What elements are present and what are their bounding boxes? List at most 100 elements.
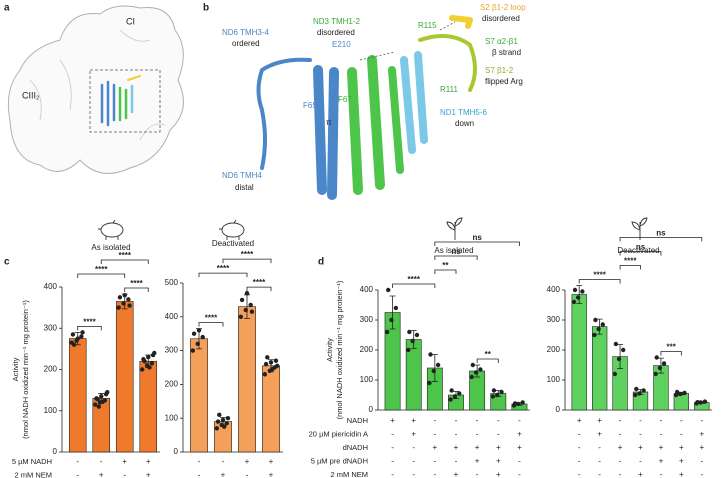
data-point <box>600 322 605 327</box>
y-tick-label: 0 <box>174 447 179 456</box>
condition-sign: + <box>411 416 416 425</box>
data-point <box>499 389 504 395</box>
condition-sign: + <box>146 457 151 466</box>
condition-sign: - <box>100 457 103 466</box>
condition-sign: + <box>496 457 501 466</box>
condition-sign: - <box>497 416 500 425</box>
data-point <box>93 402 98 407</box>
data-point <box>427 380 432 386</box>
condition-sign: - <box>123 471 126 478</box>
condition-sign: - <box>598 443 601 452</box>
condition-sign: - <box>518 470 521 478</box>
condition-sign: + <box>390 416 395 425</box>
data-point <box>249 309 255 314</box>
data-point <box>274 363 280 369</box>
condition-sign: + <box>597 416 602 425</box>
significance-bracket <box>434 269 457 274</box>
complex-label: CIII₂ <box>22 90 40 100</box>
data-point <box>215 419 221 424</box>
significance-label: ns <box>656 229 666 238</box>
condition-sign: - <box>391 470 394 478</box>
data-point <box>96 404 102 409</box>
data-point <box>270 366 275 372</box>
chart-title: Deactivated <box>212 239 254 248</box>
bar <box>190 338 208 453</box>
significance-label: **** <box>205 314 218 323</box>
data-point <box>239 297 245 303</box>
y-tick-label: 400 <box>547 285 561 294</box>
condition-sign: + <box>122 457 127 466</box>
error-bar <box>576 285 583 304</box>
significance-bracket <box>124 287 149 293</box>
data-point <box>512 401 518 406</box>
condition-sign: - <box>434 470 437 478</box>
data-point <box>224 421 229 426</box>
condition-sign: + <box>269 457 274 466</box>
data-point <box>661 361 667 366</box>
structure-label: ND3 TMH1-2 <box>313 17 361 26</box>
y-tick-label: 400 <box>165 312 179 321</box>
data-point <box>142 359 147 364</box>
condition-sign: + <box>221 471 226 478</box>
condition-sign: - <box>434 457 437 466</box>
y-axis-label: Activity <box>11 357 20 381</box>
residue-label: F67 <box>338 95 352 104</box>
data-point <box>122 293 127 298</box>
significance-bracket <box>660 351 682 356</box>
data-point <box>695 400 700 405</box>
chart-title: As isolated <box>434 246 473 255</box>
significance-label: ** <box>485 350 492 359</box>
data-point <box>243 307 248 313</box>
condition-sign: + <box>699 430 704 439</box>
data-point <box>105 389 110 395</box>
data-point <box>147 365 152 370</box>
residue-label: π <box>326 118 332 127</box>
data-point <box>80 330 85 335</box>
significance-bracket <box>77 273 126 279</box>
residue-label: R111 <box>440 85 458 94</box>
y-tick-label: 100 <box>547 375 561 384</box>
significance-bracket <box>77 325 102 331</box>
data-point <box>200 334 205 340</box>
y-tick-label: 500 <box>165 278 179 287</box>
significance-label: **** <box>130 279 143 288</box>
data-point <box>222 424 227 429</box>
data-point <box>435 362 441 368</box>
structure <box>256 15 477 200</box>
error-bar <box>389 295 396 330</box>
structure-label: flipped Arg <box>485 77 523 86</box>
data-point <box>140 367 145 372</box>
data-point <box>389 317 394 323</box>
y-tick-label: 300 <box>44 323 58 332</box>
data-point <box>674 389 680 395</box>
data-point <box>248 302 253 308</box>
structure-label: S7 α2-β1 <box>485 37 518 46</box>
y-tick-label: 400 <box>360 285 374 294</box>
data-point <box>238 314 244 319</box>
residue-label: R115 <box>418 21 437 30</box>
condition-sign: + <box>679 443 684 452</box>
structure-label: S2 β1-2 loop <box>480 3 526 12</box>
significance-bracket <box>619 265 641 270</box>
significance-bracket <box>100 259 149 265</box>
data-point <box>702 399 708 404</box>
density-map <box>7 5 184 174</box>
data-point <box>79 334 84 339</box>
y-tick-label: 200 <box>360 345 374 354</box>
significance-bracket <box>198 322 224 327</box>
data-point <box>225 416 231 421</box>
condition-sign: - <box>222 457 225 466</box>
bar <box>571 294 587 411</box>
error-bar <box>596 318 603 335</box>
structure-label: S7 β1-2 <box>485 66 514 75</box>
significance-bracket <box>434 255 478 260</box>
y-tick-label: 0 <box>556 405 561 414</box>
significance-label: **** <box>119 251 132 260</box>
condition-sign: - <box>639 416 642 425</box>
condition-sign: - <box>619 430 622 439</box>
condition-sign: - <box>476 470 479 478</box>
condition-sign: - <box>700 457 703 466</box>
data-point <box>452 394 458 399</box>
data-point <box>414 332 420 338</box>
condition-sign: + <box>577 416 582 425</box>
